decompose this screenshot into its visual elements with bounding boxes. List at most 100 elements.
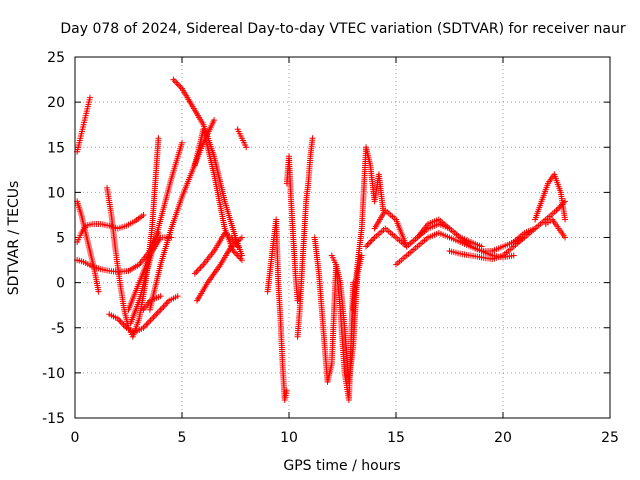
data-point	[155, 135, 162, 142]
series-sat-g	[125, 234, 175, 313]
series-sat-l	[191, 126, 245, 264]
y-tick-label: -15	[42, 411, 65, 427]
data-point	[164, 299, 171, 306]
y-tick-label: 15	[47, 140, 65, 156]
data-point	[170, 76, 177, 83]
series-sat-k	[170, 76, 245, 259]
series-sat-ab	[542, 216, 569, 241]
data-point	[238, 257, 245, 264]
data-point	[120, 321, 127, 328]
data-point	[159, 305, 166, 312]
data-point	[163, 300, 170, 307]
y-tick-label: 20	[47, 95, 65, 111]
data-point	[562, 234, 569, 241]
data-point	[243, 144, 250, 151]
data-point	[151, 312, 158, 319]
series-sat-u	[350, 144, 387, 313]
data-point	[510, 252, 517, 259]
x-tick-label: 20	[494, 430, 512, 446]
data-point	[283, 387, 290, 394]
data-point	[368, 237, 375, 244]
y-tick-label: -5	[51, 321, 65, 337]
data-point	[364, 242, 371, 249]
data-point	[365, 240, 372, 247]
data-point	[191, 270, 198, 277]
x-tick-label: 25	[601, 430, 619, 446]
data-point	[562, 216, 569, 223]
axis-ticks: 0 5 10 15 20 25 -15 -10 -5 0 5 10 15 20 25	[42, 50, 619, 446]
series-sat-f	[106, 293, 181, 336]
data-point	[119, 320, 126, 327]
y-tick-label: 0	[56, 276, 65, 292]
data-point	[554, 205, 561, 212]
data-point	[86, 94, 93, 101]
data-point	[234, 243, 241, 250]
data-points	[74, 76, 569, 403]
data-point	[160, 303, 167, 310]
data-point	[309, 135, 316, 142]
data-point	[532, 225, 539, 232]
data-point	[358, 252, 365, 259]
series-sat-b	[74, 198, 102, 295]
data-point	[154, 309, 161, 316]
series-sat-z	[532, 171, 569, 223]
data-point	[211, 117, 218, 124]
series-sat-c	[74, 211, 147, 246]
data-point	[179, 139, 185, 146]
data-point	[149, 315, 156, 322]
data-point	[237, 255, 244, 262]
data-point	[140, 211, 147, 218]
x-axis-label: GPS time / hours	[283, 458, 400, 474]
data-point	[194, 267, 201, 274]
data-point	[146, 318, 153, 325]
y-axis-label: SDTVAR / TECUs	[6, 181, 22, 296]
data-point	[143, 321, 150, 328]
series-sat-w	[371, 207, 485, 250]
series-sat-y	[446, 198, 569, 263]
series-sat-p	[264, 216, 290, 403]
plot-frame	[74, 56, 611, 419]
data-point	[171, 78, 178, 85]
series-sat-aa	[510, 225, 539, 246]
data-point	[157, 306, 164, 313]
data-point	[150, 314, 157, 321]
data-point	[157, 293, 164, 300]
y-tick-label: 10	[47, 185, 65, 201]
chart-title: Day 078 of 2024, Sidereal Day-to-day VTE…	[60, 21, 626, 37]
data-point	[144, 320, 151, 327]
series-sat-a	[74, 94, 93, 155]
series-sat-h	[127, 139, 185, 327]
data-point	[173, 79, 180, 86]
data-point	[141, 323, 148, 330]
data-point	[174, 293, 181, 300]
data-point	[174, 81, 181, 88]
data-point	[176, 82, 183, 89]
data-point	[363, 243, 370, 250]
series-sat-m	[191, 229, 241, 277]
y-tick-label: 25	[47, 50, 65, 66]
data-point	[367, 239, 374, 246]
data-point	[197, 264, 204, 271]
data-point	[161, 302, 168, 309]
series-sat-r	[294, 135, 316, 340]
series-sat-n	[193, 234, 245, 304]
data-point	[198, 263, 205, 270]
x-tick-label: 0	[71, 430, 80, 446]
series-sat-o	[234, 126, 250, 151]
data-point	[238, 234, 245, 241]
data-point	[117, 318, 124, 325]
data-point	[294, 297, 301, 304]
data-point	[156, 308, 163, 315]
y-tick-label: 5	[56, 231, 65, 247]
data-point	[147, 317, 154, 324]
y-tick-label: -10	[42, 366, 65, 382]
data-point	[193, 269, 200, 276]
series-sat-q	[283, 153, 301, 304]
data-point	[196, 266, 203, 273]
data-point	[116, 317, 123, 324]
data-point	[95, 288, 102, 295]
data-point	[562, 198, 569, 205]
x-tick-label: 15	[387, 430, 405, 446]
x-tick-label: 5	[178, 430, 187, 446]
